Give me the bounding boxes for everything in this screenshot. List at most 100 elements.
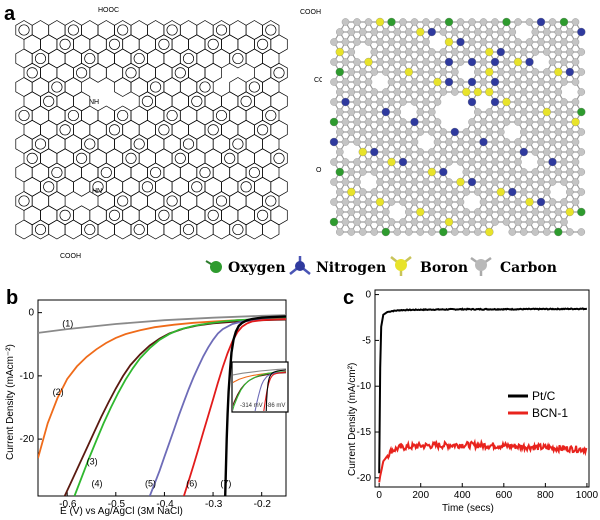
ball-model-atom-carbon xyxy=(341,78,350,86)
curve-label-6: (6) xyxy=(186,479,197,489)
structure-ring xyxy=(64,134,82,154)
y-tick-label: -15 xyxy=(357,427,372,438)
ball-model-atom-carbon xyxy=(577,148,586,156)
ball-model-atom-carbon xyxy=(422,18,430,26)
structure-ring xyxy=(262,105,280,126)
ball-model-atom-carbon xyxy=(410,18,419,26)
structure-ring xyxy=(31,48,50,69)
structure-ring xyxy=(105,148,124,169)
ball-model-atom-nitrogen xyxy=(341,97,350,107)
structure-ring-bond xyxy=(133,223,145,236)
ball-model-atom-carbon xyxy=(456,138,465,146)
atom-legend-label-boron: Boron xyxy=(420,260,468,276)
ball-model-atom-boron xyxy=(347,187,356,197)
ball-model-atom-carbon xyxy=(462,148,471,156)
ball-model-atom-carbon xyxy=(376,178,384,186)
ball-model-atom-carbon xyxy=(508,168,517,176)
ball-model-atom-nitrogen xyxy=(329,137,339,147)
ball-model-atom-carbon xyxy=(531,108,540,116)
ball-model-atom-boron xyxy=(485,227,494,237)
structure-ring xyxy=(97,134,115,154)
ball-model-atom-carbon xyxy=(382,48,390,56)
ball-model-atom-carbon xyxy=(566,48,574,56)
ball-model-atom-carbon xyxy=(514,178,522,186)
ball-model-atom-carbon xyxy=(359,228,367,236)
ball-model-atom-carbon xyxy=(399,178,407,186)
structure-ring xyxy=(147,134,165,154)
structure-ring-bond xyxy=(84,52,96,65)
ball-model-atom-carbon xyxy=(474,128,482,136)
ball-model-atom-carbon xyxy=(462,188,471,196)
ball-model-atom-carbon xyxy=(502,58,511,66)
ball-model-atom-carbon xyxy=(330,38,338,46)
structure-ring xyxy=(73,34,91,55)
structure-ring-bond xyxy=(240,95,252,107)
ball-model-atom-carbon xyxy=(577,128,586,136)
structure-ring xyxy=(15,105,33,126)
structure-ring xyxy=(237,91,255,112)
ball-model-atom-carbon xyxy=(520,48,528,56)
structure-ring xyxy=(114,219,132,240)
structure-ring xyxy=(48,105,66,126)
structure-ring xyxy=(179,134,198,154)
ball-model-atom-nitrogen xyxy=(444,57,454,67)
ball-model-atom-carbon xyxy=(410,198,419,206)
structure-ring-bond xyxy=(26,67,38,79)
ball-model-atom-carbon xyxy=(554,168,563,176)
ball-model-atom-carbon xyxy=(353,178,361,186)
ball-model-atom-carbon xyxy=(399,198,407,206)
structure-ring xyxy=(64,162,82,183)
inset-series-line-1 xyxy=(233,368,287,376)
ball-model-atom-carbon xyxy=(347,48,356,56)
legend-label-bcn1: BCN-1 xyxy=(532,406,568,420)
structure-ring-bond xyxy=(117,109,129,122)
structure-ring xyxy=(204,148,222,169)
structure-ring xyxy=(40,62,58,83)
ball-model-atom-nitrogen xyxy=(467,177,477,187)
structure-ring xyxy=(130,219,148,240)
structure-ring xyxy=(270,205,288,226)
ball-model-atom-carbon xyxy=(451,208,459,216)
structure-ring-bond xyxy=(265,109,277,122)
x-tick-label: 1000 xyxy=(576,490,599,501)
ball-model-atom-carbon xyxy=(508,108,517,116)
curve-label-5: (5) xyxy=(145,479,156,489)
ball-model-atom-oxygen xyxy=(335,167,344,177)
panel-c-legend: Pt/C BCN-1 xyxy=(508,389,568,420)
structure-ring xyxy=(105,176,124,197)
ball-model-atom-carbon xyxy=(474,228,482,236)
x-tick-label: -0.5 xyxy=(108,499,126,510)
ball-model-atom-nitrogen xyxy=(444,77,454,87)
ball-model-atom-carbon xyxy=(566,108,574,116)
structure-ring-bond xyxy=(215,109,228,122)
structure-ring xyxy=(245,162,263,183)
structure-ring xyxy=(229,105,247,126)
structure-ring xyxy=(179,77,198,97)
ball-model-atom-carbon xyxy=(531,68,540,76)
structure-ring xyxy=(147,191,165,211)
panel-b-letter: b xyxy=(6,287,18,309)
ball-model-atom-carbon xyxy=(514,198,522,206)
structure-ring xyxy=(196,48,214,69)
ball-model-atom-nitrogen xyxy=(479,137,488,147)
ball-model-atom-carbon xyxy=(405,128,413,136)
ball-model-atom-carbon xyxy=(370,88,379,96)
structure-ring-bond xyxy=(158,38,170,50)
structure-ring xyxy=(188,176,206,197)
structure-ring xyxy=(188,205,206,226)
ball-model-atom-nitrogen xyxy=(398,157,408,167)
ball-model-atom-carbon xyxy=(422,38,430,46)
structure-ring-bond xyxy=(257,124,269,136)
ball-model-atom-carbon xyxy=(566,28,574,36)
series-line-4 xyxy=(73,317,286,496)
inset-series-line-7 xyxy=(265,369,287,411)
ball-model-atom-carbon xyxy=(468,138,476,146)
ball-model-atom-carbon xyxy=(359,68,367,76)
structure-ring xyxy=(40,148,58,169)
panel-c-y-axis-label: Current Density (mA/cm²) xyxy=(347,363,358,476)
ball-model-atom-carbon xyxy=(347,28,356,36)
ball-model-atom-carbon xyxy=(520,128,528,136)
structure-ring-bond xyxy=(182,52,195,65)
ball-model-atom-nitrogen xyxy=(467,57,477,67)
ball-model-atom-carbon xyxy=(571,18,580,26)
